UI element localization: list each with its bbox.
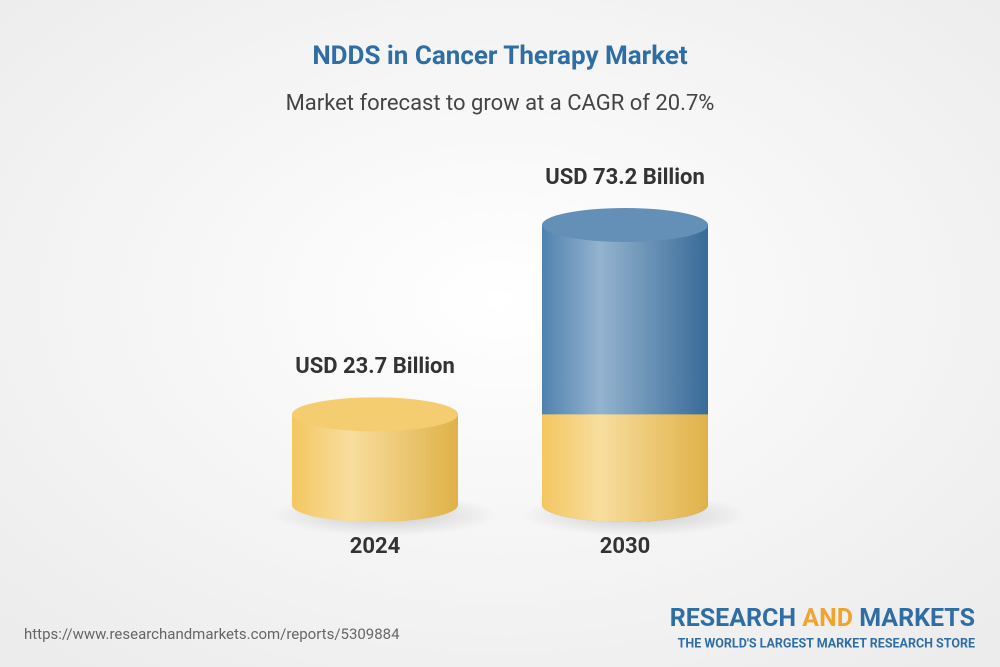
logo-word: RESEARCH [670, 604, 796, 633]
cylinder-top [292, 397, 458, 432]
category-label: 2024 [350, 534, 401, 559]
logo-word: AND [802, 604, 853, 633]
chart-subtitle: Market forecast to grow at a CAGR of 20.… [286, 91, 715, 116]
base-segment [542, 414, 708, 522]
category-label: 2030 [600, 534, 651, 559]
logo: RESEARCH AND MARKETS [670, 604, 975, 633]
source-url: https://www.researchandmarkets.com/repor… [24, 625, 400, 643]
value-label: USD 23.7 Billion [295, 354, 455, 379]
value-label: USD 73.2 Billion [545, 165, 705, 190]
chart-title: NDDS in Cancer Therapy Market [312, 41, 688, 71]
cylinder-top [542, 208, 708, 242]
cylinder [292, 414, 458, 522]
plot: USD 23.7 Billion 2024 USD 73.2 Billion 2030 [272, 165, 748, 559]
logo-word: MARKETS [859, 604, 975, 633]
logo-tagline: THE WORLD'S LARGEST MARKET RESEARCH STOR… [678, 636, 975, 651]
